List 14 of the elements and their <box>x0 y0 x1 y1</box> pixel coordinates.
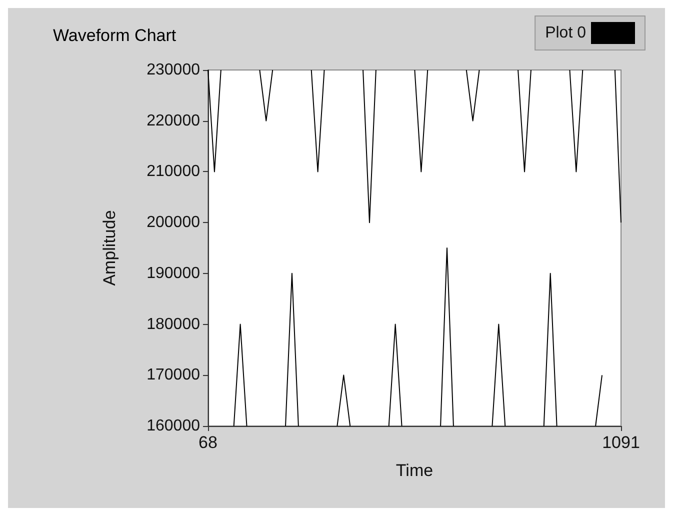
y-tick-label: 180000 <box>146 316 200 333</box>
chart-title: Waveform Chart <box>53 26 176 45</box>
legend-label: Plot 0 <box>545 24 586 42</box>
y-tick-label: 210000 <box>146 163 200 180</box>
y-axis-title: Amplitude <box>100 210 119 286</box>
y-tick-label: 200000 <box>146 214 200 232</box>
x-axis-title: Time <box>396 461 434 480</box>
y-tick-label: 230000 <box>146 62 200 78</box>
y-tick-label: 170000 <box>146 366 200 384</box>
x-tick-label: 68 <box>198 433 218 452</box>
y-tick-label: 160000 <box>146 418 200 434</box>
x-tick-label: 1091 <box>602 433 640 452</box>
y-tick-label: 220000 <box>146 112 200 130</box>
y-tick-label: 190000 <box>146 264 200 282</box>
